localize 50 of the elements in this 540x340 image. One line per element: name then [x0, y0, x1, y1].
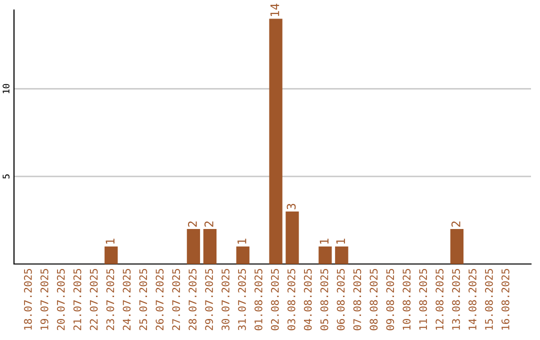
- x-tick-label: 14.08.2025: [468, 269, 476, 330]
- data-label: 3: [286, 204, 296, 210]
- y-tick-label: 5: [2, 174, 10, 178]
- x-tick-label: 07.08.2025: [353, 269, 362, 330]
- x-tick-label: 15.08.2025: [485, 269, 493, 330]
- x-tick-label: 31.07.2025: [238, 269, 246, 330]
- x-tick-label: 03.08.2025: [287, 269, 296, 330]
- bar: [104, 246, 118, 264]
- x-tick-label: 13.08.2025: [452, 269, 460, 330]
- data-label: 1: [106, 238, 114, 244]
- x-tick-label: 12.08.2025: [436, 269, 444, 330]
- x-tick-label: 11.08.2025: [419, 269, 428, 330]
- x-tick-label: 25.07.2025: [139, 269, 148, 330]
- x-tick-label: 28.07.2025: [188, 269, 197, 330]
- x-tick-label: 26.07.2025: [156, 269, 164, 330]
- bar: [450, 228, 464, 264]
- x-tick-label: 10.08.2025: [402, 269, 411, 330]
- x-tick-label: 21.07.2025: [73, 269, 82, 330]
- y-tick-label: 10: [2, 84, 10, 94]
- x-tick-label: 02.08.2025: [270, 269, 279, 330]
- bar: [203, 228, 217, 264]
- x-tick-label: 08.08.2025: [370, 269, 378, 330]
- data-label: 1: [238, 238, 246, 244]
- x-tick-label: 20.07.2025: [56, 269, 65, 330]
- bar: [186, 228, 200, 264]
- x-tick-label: 30.07.2025: [222, 269, 230, 330]
- x-tick-label: 01.08.2025: [254, 269, 262, 330]
- bar: [335, 246, 348, 264]
- x-tick-label: 23.07.2025: [106, 269, 114, 330]
- data-label: 2: [451, 221, 460, 227]
- data-label: 14: [270, 4, 280, 16]
- x-tick-label: 06.08.2025: [336, 269, 345, 330]
- x-tick-label: 19.07.2025: [40, 269, 48, 330]
- bar: [236, 246, 250, 264]
- data-label: 1: [320, 238, 328, 244]
- bar: [269, 18, 282, 264]
- bar: [318, 246, 332, 264]
- bar: [286, 211, 299, 264]
- x-tick-label: 05.08.2025: [320, 269, 328, 330]
- x-tick-label: 18.07.2025: [24, 269, 32, 330]
- data-label: 2: [188, 221, 197, 227]
- x-tick-label: 29.07.2025: [205, 269, 213, 330]
- data-label: 1: [336, 238, 345, 244]
- x-tick-label: 27.07.2025: [172, 269, 180, 330]
- data-label: 2: [204, 221, 214, 227]
- x-tick-label: 24.07.2025: [122, 269, 131, 330]
- x-tick-label: 16.08.2025: [501, 269, 510, 330]
- x-tick-label: 09.08.2025: [386, 269, 394, 330]
- x-tick-label: 22.07.2025: [90, 269, 98, 330]
- x-tick-label: 04.08.2025: [304, 269, 312, 330]
